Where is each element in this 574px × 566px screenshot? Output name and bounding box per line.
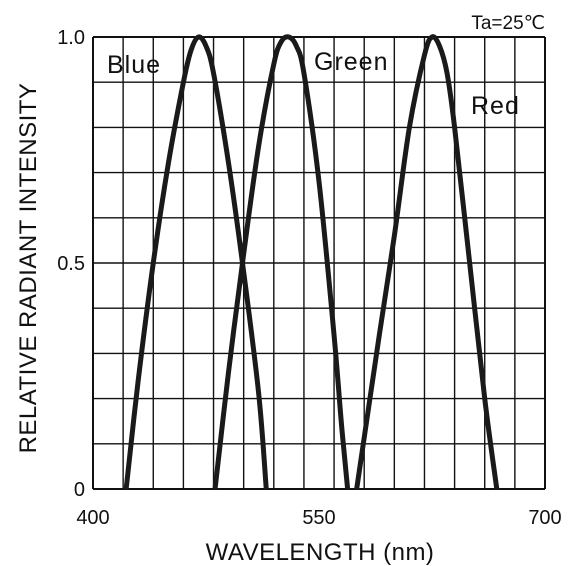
- y-tick-label: 0: [74, 479, 85, 501]
- x-tick-label: 550: [302, 507, 335, 529]
- series-label-blue: Blue: [107, 51, 161, 79]
- series-group: [123, 34, 500, 490]
- x-tick-label: 700: [528, 507, 561, 529]
- y-tick-label: 0.5: [57, 253, 85, 275]
- y-axis-title: RELATIVE RADIANT INTENSITY: [15, 83, 42, 454]
- series-label-red: Red: [471, 92, 520, 120]
- series-line-green: [212, 34, 351, 490]
- x-axis-title: WAVELENGTH (nm): [206, 539, 435, 566]
- series-label-green: Green: [314, 48, 388, 76]
- temperature-condition: Ta=25℃: [471, 13, 545, 34]
- tick-labels: 400 550 700 0 0.5 1.0: [57, 27, 562, 529]
- y-tick-label: 1.0: [57, 27, 85, 49]
- series-line-blue: [123, 34, 269, 490]
- x-tick-label: 400: [76, 507, 109, 529]
- series-line-red: [354, 34, 500, 490]
